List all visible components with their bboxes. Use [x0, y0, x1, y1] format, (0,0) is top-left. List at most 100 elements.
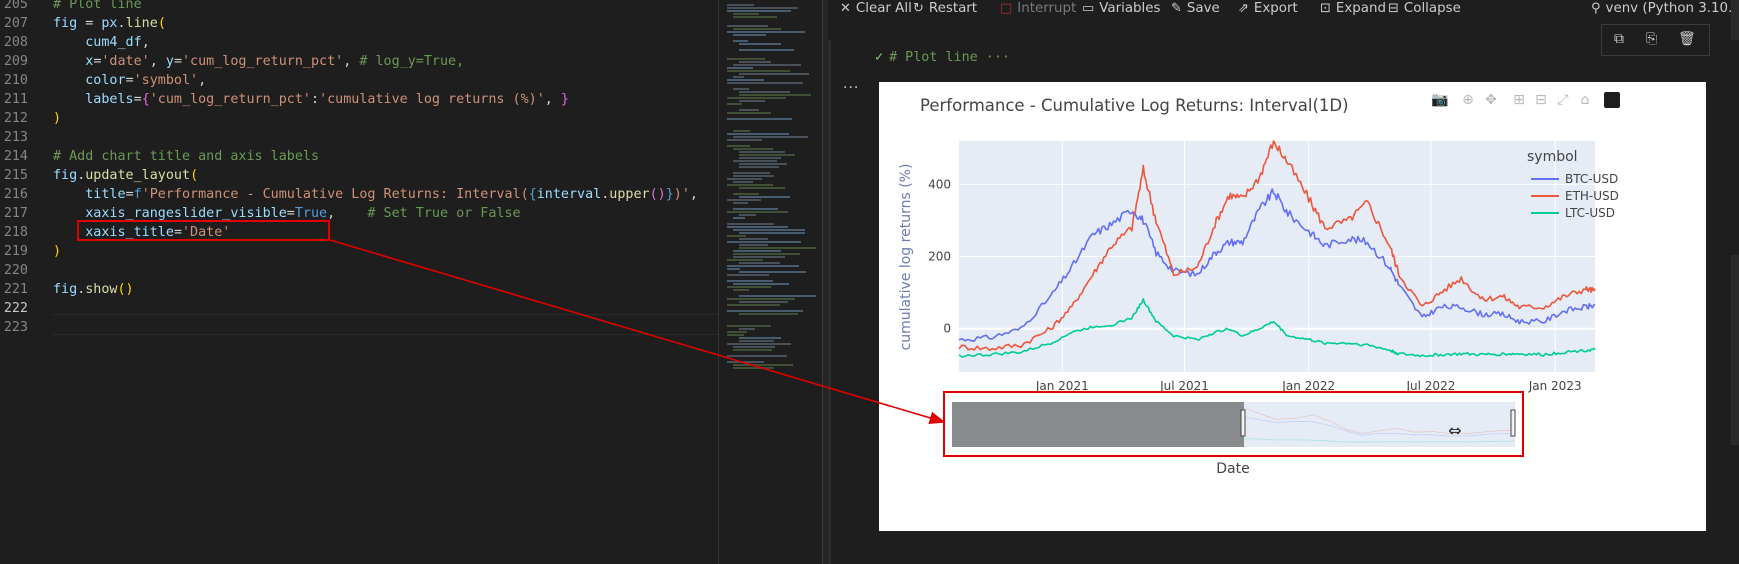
code-line[interactable]: 213: [0, 128, 718, 147]
minimap-line: [733, 175, 774, 177]
clear-all-button[interactable]: ✕ Clear All: [840, 0, 912, 20]
code-line[interactable]: 205 # Plot line: [0, 0, 718, 14]
minimap-line: [727, 145, 750, 147]
plotly-logo: [1604, 92, 1620, 108]
minimap-line: [733, 250, 781, 252]
toolbar-label: Clear All: [855, 1, 912, 16]
code-line[interactable]: 212): [0, 109, 718, 128]
minimap-line: [727, 304, 780, 306]
toolbar-label: Restart: [928, 1, 978, 16]
x-tick-label: Jan 2021: [1035, 379, 1089, 393]
restart-button[interactable]: ↻ Restart: [913, 0, 977, 20]
code-line[interactable]: 210 color='symbol',: [0, 71, 718, 90]
minimap-line: [727, 280, 773, 282]
y-tick-labels: 0 200 400: [928, 177, 951, 335]
toolbar-label: Variables: [1099, 1, 1161, 16]
delete-icon[interactable]: 🗑: [1678, 31, 1696, 47]
minimap-line: [733, 256, 785, 258]
minimap-line: [727, 79, 764, 81]
minimap-line: [727, 310, 803, 312]
kernel-selector[interactable]: ⚲ venv (Python 3.10.9): [1591, 0, 1739, 20]
minimap-line: [739, 187, 785, 189]
line-number: 205: [3, 0, 28, 12]
x-tick-label: Jul 2022: [1406, 379, 1456, 393]
code-text: fig = px.line(: [53, 16, 166, 31]
export-button[interactable]: ⇗ Export: [1238, 0, 1298, 20]
code-line[interactable]: 209 x='date', y='cum_log_return_pct', # …: [0, 52, 718, 71]
pan-icon: ✥: [1485, 92, 1497, 108]
code-line[interactable]: 220: [0, 261, 718, 280]
stop-icon: □: [1000, 1, 1013, 16]
code-line[interactable]: 221 fig.show(): [0, 280, 718, 299]
minimap-line: [727, 133, 789, 135]
variables-button[interactable]: ▭ Variables: [1082, 0, 1161, 20]
line-number: 218: [3, 225, 28, 240]
minimap-line: [733, 283, 789, 285]
minimap-line: [727, 259, 763, 261]
code-text: title=f'Performance - Cumulative Log Ret…: [85, 187, 698, 202]
code-line[interactable]: 216 title=f'Performance - Cumulative Log…: [0, 185, 718, 204]
minimap-line: [739, 61, 771, 63]
code-line[interactable]: 223: [0, 318, 718, 337]
toolbar-label: Export: [1253, 1, 1298, 16]
code-line[interactable]: 207 fig = px.line(: [0, 14, 718, 33]
rangeslider[interactable]: ⇔: [951, 402, 1516, 447]
code-editor[interactable]: 205 # Plot line 207 fig = px.line(208 cum4_…: [0, 0, 718, 564]
gridlines: [959, 141, 1595, 372]
code-text: xaxis_rangeslider_visible=True, # Set Tr…: [85, 206, 521, 221]
minimap-line: [733, 160, 777, 162]
toolbar-label: Expand: [1335, 1, 1386, 16]
minimap-line: [733, 202, 748, 204]
rangeslider-right-handle[interactable]: [1510, 409, 1516, 437]
minimap-line: [733, 76, 744, 78]
minimap-line: [727, 7, 798, 9]
expand-button[interactable]: ⊡ Expand: [1320, 0, 1386, 20]
plotly-figure[interactable]: 📷 ⊕ ✥ ⊞ ⊟ ⤢ ⌂ Performance - Cumulative Log Ret…: [879, 82, 1706, 531]
code-line[interactable]: 215 fig.update_layout(: [0, 166, 718, 185]
minimap-line: [727, 25, 768, 27]
minimap-line: [739, 271, 806, 273]
minimap-line: [733, 208, 778, 210]
minimap-line: [727, 325, 771, 327]
chart-svg[interactable]: 📷 ⊕ ✥ ⊞ ⊟ ⤢ ⌂ Performance - Cumulative Log Ret…: [879, 82, 1706, 531]
series-line-ltc-usd: [958, 298, 1596, 358]
minimap-line: [739, 247, 816, 249]
collapse-button[interactable]: ⊟ Collapse: [1388, 0, 1461, 20]
variables-icon: ▭: [1082, 1, 1095, 16]
split-cell-icon[interactable]: ⎘: [1646, 31, 1658, 47]
code-text: x='date', y='cum_log_return_pct', # log_…: [85, 54, 465, 69]
line-number: 215: [3, 168, 28, 183]
minimap-line: [727, 67, 753, 69]
kernel-icon: ⚲: [1591, 1, 1601, 16]
code-line[interactable]: 214 # Add chart title and axis labels: [0, 147, 718, 166]
line-number: 212: [3, 111, 28, 126]
code-line[interactable]: 218 xaxis_title='Date': [0, 223, 718, 242]
y-axis-title: cumulative log returns (%): [898, 164, 914, 351]
minimap-line: [739, 154, 795, 156]
code-line[interactable]: 211 labels={'cum_log_return_pct':'cumula…: [0, 90, 718, 109]
code-line[interactable]: 217 xaxis_rangeslider_visible=True, # Se…: [0, 204, 718, 223]
line-number: 219: [3, 244, 28, 259]
cell-title[interactable]: ✓ # Plot line ···: [875, 50, 1010, 65]
scrollbar-top[interactable]: [1731, 0, 1739, 40]
more-actions-icon[interactable]: ···: [843, 80, 860, 96]
minimap-line: [739, 100, 765, 102]
interrupt-button[interactable]: □ Interrupt: [1000, 0, 1076, 20]
minimap-line: [733, 34, 766, 36]
code-line[interactable]: 222: [0, 299, 718, 318]
minimap-line: [733, 16, 777, 18]
rangeslider-left-handle[interactable]: [1240, 409, 1246, 437]
minimap-line: [739, 232, 805, 234]
copy-icon[interactable]: ⧉: [1614, 31, 1624, 47]
code-line[interactable]: 219): [0, 242, 718, 261]
minimap[interactable]: [718, 0, 821, 564]
scrollbar[interactable]: [1731, 255, 1739, 445]
save-button[interactable]: ✎ Save: [1171, 0, 1220, 20]
minimap-line: [727, 223, 774, 225]
minimap-line: [727, 286, 771, 288]
minimap-line: [727, 265, 799, 267]
code-line[interactable]: 208 cum4_df,: [0, 33, 718, 52]
minimap-line: [727, 241, 801, 243]
minimap-line: [727, 139, 762, 141]
code-text: labels={'cum_log_return_pct':'cumulative…: [85, 92, 569, 107]
